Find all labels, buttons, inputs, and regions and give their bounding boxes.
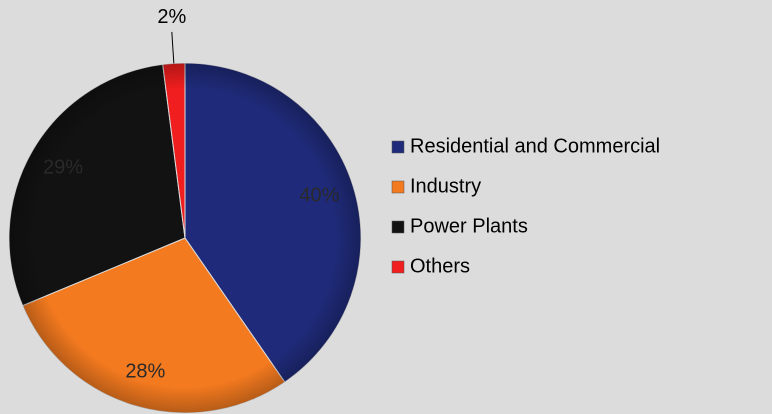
legend-swatch xyxy=(391,180,405,194)
data-label: 28% xyxy=(125,361,165,383)
legend-swatch xyxy=(391,220,405,234)
data-label: 2% xyxy=(157,6,186,28)
legend-swatch xyxy=(391,260,405,274)
legend-label: Industry xyxy=(410,175,481,197)
legend-label: Power Plants xyxy=(410,215,528,237)
legend-swatch xyxy=(391,140,405,154)
legend-label: Residential and Commercial xyxy=(410,135,660,157)
data-label: 29% xyxy=(43,156,83,178)
legend-label: Others xyxy=(410,255,470,277)
leader-line xyxy=(171,31,175,64)
data-label: 40% xyxy=(299,185,339,207)
